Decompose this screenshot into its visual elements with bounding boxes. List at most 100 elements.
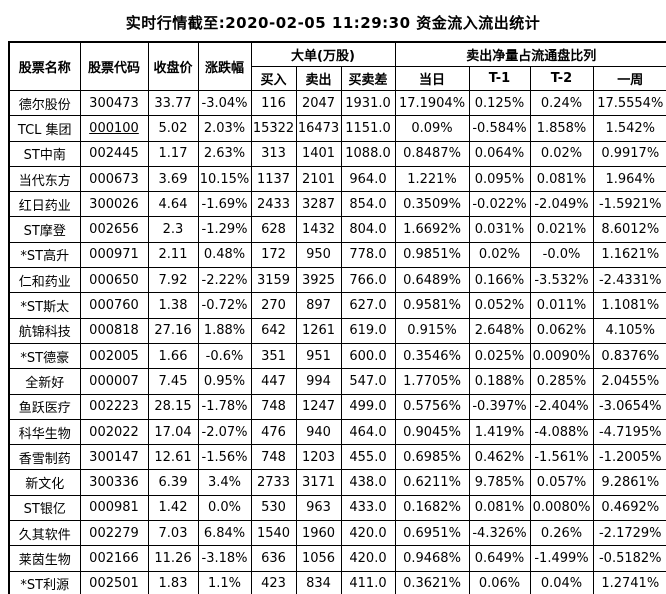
day-ratio-cell: 0.5756% [394, 393, 470, 420]
stock-code-cell: 002445 [79, 140, 149, 167]
t1-ratio-cell: -0.397% [468, 393, 531, 420]
buy-volume-cell: 636 [250, 545, 297, 572]
close-price-cell: 1.38 [147, 292, 199, 319]
buy-volume-cell: 3159 [250, 267, 297, 294]
stock-name-cell: 仁和药业 [8, 267, 81, 294]
buy-volume-cell: 530 [250, 494, 297, 522]
day-ratio-cell: 0.1682% [394, 494, 470, 522]
table-row: *ST高升 000971 2.11 0.48% 172 950 778.0 0.… [8, 241, 666, 269]
sell-volume-cell: 16473 [295, 115, 342, 142]
stock-code-cell: 002005 [79, 342, 149, 370]
buy-sell-diff-cell: 464.0 [340, 418, 396, 446]
sell-volume-cell: 1261 [295, 317, 342, 344]
header-buy-sell-diff: 买卖差 [340, 66, 396, 91]
stock-code-cell: 000673 [79, 165, 149, 193]
table-row: 德尔股份 300473 33.77 -3.04% 116 2047 1931.0… [8, 89, 666, 117]
week-ratio-cell: 1.2741% [592, 570, 666, 594]
day-ratio-cell: 0.6211% [394, 469, 470, 496]
header-sell: 卖出 [295, 66, 342, 91]
stock-code-cell: 000818 [79, 317, 149, 344]
t2-ratio-cell: -1.561% [529, 444, 594, 471]
sell-volume-cell: 951 [295, 342, 342, 370]
buy-sell-diff-cell: 438.0 [340, 469, 396, 496]
stock-name-cell: ST银亿 [8, 494, 81, 522]
header-day: 当日 [394, 66, 470, 91]
stock-code-text: 002656 [89, 222, 139, 238]
stock-name-cell: ST中南 [8, 140, 81, 167]
buy-sell-diff-cell: 600.0 [340, 342, 396, 370]
buy-volume-cell: 476 [250, 418, 297, 446]
stock-code-text: 000971 [89, 247, 139, 263]
buy-volume-cell: 748 [250, 393, 297, 420]
stock-name-cell: *ST高升 [8, 241, 81, 269]
sell-volume-cell: 963 [295, 494, 342, 522]
stock-name-cell: 当代东方 [8, 165, 81, 193]
t2-ratio-cell: 0.021% [529, 216, 594, 243]
day-ratio-cell: 0.09% [394, 115, 470, 142]
day-ratio-cell: 0.6951% [394, 520, 470, 547]
t2-ratio-cell: -1.499% [529, 545, 594, 572]
stock-code-text: 000818 [89, 323, 139, 339]
buy-volume-cell: 748 [250, 444, 297, 471]
sell-volume-cell: 1203 [295, 444, 342, 471]
day-ratio-cell: 0.915% [394, 317, 470, 344]
stock-code-cell: 002501 [79, 570, 149, 594]
buy-sell-diff-cell: 627.0 [340, 292, 396, 319]
week-ratio-cell: -1.2005% [592, 444, 666, 471]
change-pct-cell: 0.48% [197, 241, 252, 269]
stock-name-cell: *ST斯太 [8, 292, 81, 319]
change-pct-cell: -0.6% [197, 342, 252, 370]
table-row: ST摩登 002656 2.3 -1.29% 628 1432 804.0 1.… [8, 216, 666, 243]
stock-code-cell: 000760 [79, 292, 149, 319]
stock-name-cell: 久其软件 [8, 520, 81, 547]
change-pct-cell: 0.95% [197, 368, 252, 395]
table-row: 鱼跃医疗 002223 28.15 -1.78% 748 1247 499.0 … [8, 393, 666, 420]
stock-code-text: 002501 [89, 576, 139, 592]
close-price-cell: 5.02 [147, 115, 199, 142]
buy-volume-cell: 15322 [250, 115, 297, 142]
close-price-cell: 27.16 [147, 317, 199, 344]
t1-ratio-cell: 0.064% [468, 140, 531, 167]
header-net-sell-ratio-group: 卖出净量占流通盘比列 [394, 41, 666, 67]
table-row: 航锦科技 000818 27.16 1.88% 642 1261 619.0 0… [8, 317, 666, 344]
stock-code-text: 000981 [89, 500, 139, 516]
change-pct-cell: -2.07% [197, 418, 252, 446]
stock-code-link[interactable]: 000100 [79, 115, 149, 142]
stock-code-cell: 300147 [79, 444, 149, 471]
buy-volume-cell: 2733 [250, 469, 297, 496]
page-title: 实时行情截至:2020-02-05 11:29:30 资金流入流出统计 [125, 14, 541, 32]
header-big-order-group: 大单(万股) [250, 41, 396, 67]
t1-ratio-cell: 0.188% [468, 368, 531, 395]
sell-volume-cell: 834 [295, 570, 342, 594]
header-change-pct: 涨跌幅 [197, 41, 252, 91]
change-pct-cell: 3.4% [197, 469, 252, 496]
week-ratio-cell: -4.7195% [592, 418, 666, 446]
day-ratio-cell: 0.9045% [394, 418, 470, 446]
buy-volume-cell: 1137 [250, 165, 297, 193]
stock-code-text: 300026 [89, 196, 139, 212]
table-row: 当代东方 000673 3.69 10.15% 1137 2101 964.0 … [8, 165, 666, 193]
stock-name-cell: 红日药业 [8, 191, 81, 218]
table-row: 久其软件 002279 7.03 6.84% 1540 1960 420.0 0… [8, 520, 666, 547]
buy-sell-diff-cell: 411.0 [340, 570, 396, 594]
buy-sell-diff-cell: 854.0 [340, 191, 396, 218]
change-pct-cell: -1.78% [197, 393, 252, 420]
day-ratio-cell: 0.9468% [394, 545, 470, 572]
close-price-cell: 33.77 [147, 89, 199, 117]
day-ratio-cell: 0.6489% [394, 267, 470, 294]
week-ratio-cell: 17.5554% [592, 89, 666, 117]
change-pct-cell: 2.63% [197, 140, 252, 167]
buy-volume-cell: 628 [250, 216, 297, 243]
stock-code-text: 000673 [89, 171, 139, 187]
t1-ratio-cell: 0.166% [468, 267, 531, 294]
day-ratio-cell: 0.9851% [394, 241, 470, 269]
close-price-cell: 3.69 [147, 165, 199, 193]
buy-volume-cell: 642 [250, 317, 297, 344]
stock-flow-table: 股票名称 股票代码 收盘价 涨跌幅 大单(万股) 卖出净量占流通盘比列 买入 卖… [8, 41, 666, 594]
stock-code-cell: 002223 [79, 393, 149, 420]
buy-sell-diff-cell: 964.0 [340, 165, 396, 193]
buy-sell-diff-cell: 1931.0 [340, 89, 396, 117]
buy-sell-diff-cell: 547.0 [340, 368, 396, 395]
stock-name-cell: 鱼跃医疗 [8, 393, 81, 420]
